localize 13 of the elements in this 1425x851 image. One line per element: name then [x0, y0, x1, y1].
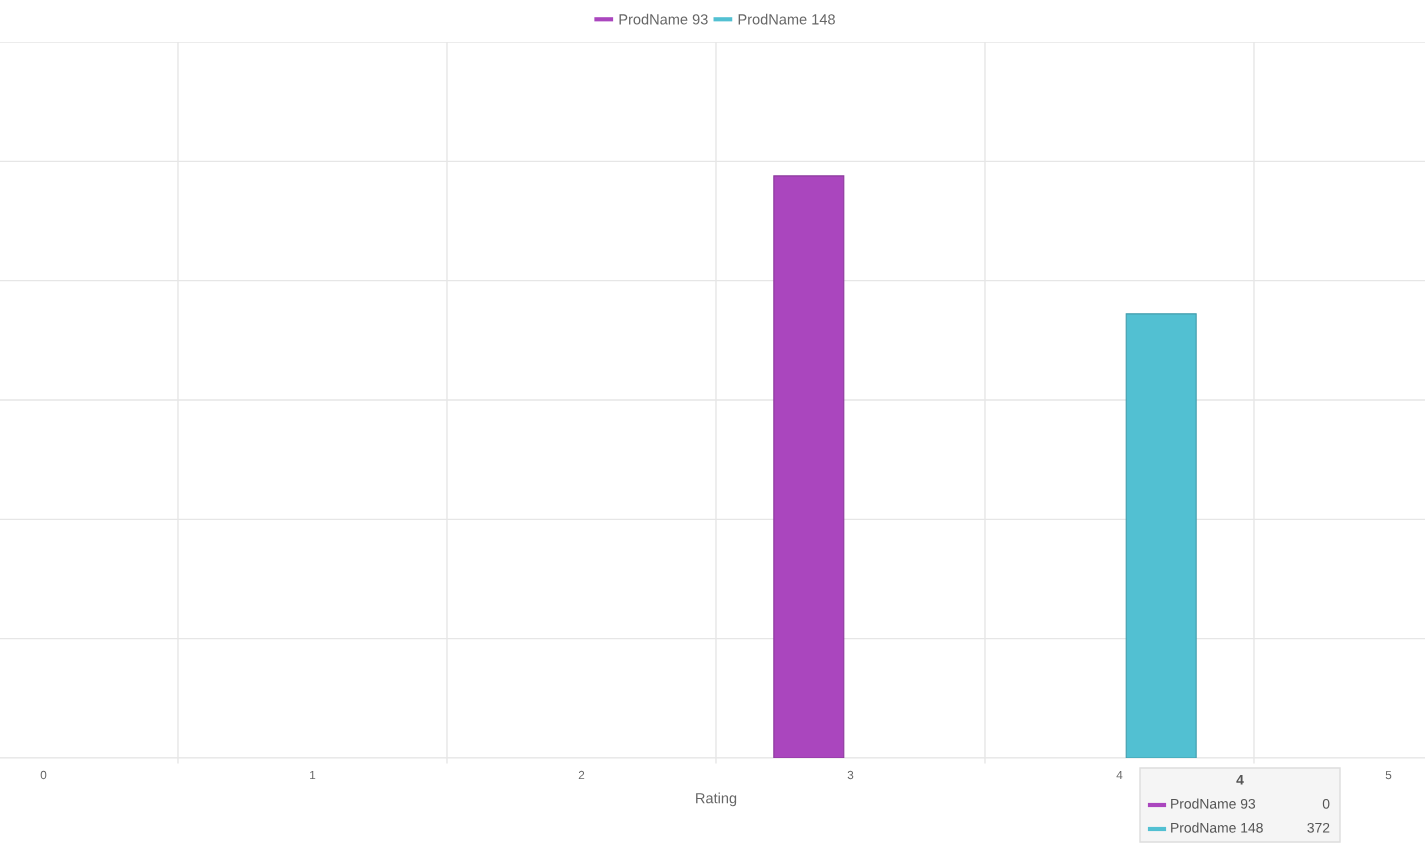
- x-tick-label: 0: [40, 770, 47, 780]
- x-tick-label: 4: [1116, 770, 1123, 780]
- x-tick-label: 1: [310, 770, 316, 780]
- x-tick-label: 2: [578, 770, 585, 780]
- legend-label: ProdName 93: [619, 13, 708, 25]
- x-tick-label: 5: [1385, 770, 1392, 780]
- text: ProdName 148: [1171, 822, 1263, 833]
- text: ProdName 93: [1171, 798, 1256, 809]
- legend-label: ProdName 148: [738, 13, 835, 25]
- x-tick-label: 3: [847, 770, 854, 780]
- text: 372: [1307, 822, 1330, 833]
- x-axis-title: Rating: [696, 792, 737, 807]
- text: 0: [1322, 798, 1330, 809]
